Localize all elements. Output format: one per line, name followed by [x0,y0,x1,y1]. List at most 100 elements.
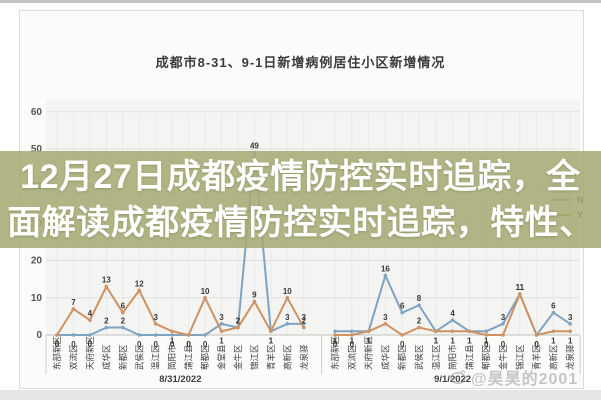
y-tick-label: 0 [36,330,42,341]
data-label: 3 [383,313,388,322]
x-category-label: 简阳市 [167,344,177,370]
data-point [153,322,158,326]
data-label: 1 [568,336,573,345]
x-category-label: 天府新区 [364,335,374,370]
data-label: 6 [400,302,405,311]
y-tick-label: 20 [31,256,43,267]
data-label: 0 [71,340,76,349]
data-point [450,329,455,334]
series-line-Y [56,285,305,336]
data-label: 1 [333,336,338,345]
data-label: 3 [285,313,290,322]
data-label: 16 [381,264,390,273]
x-category-label: 温江区 [431,344,441,370]
data-point [350,333,354,337]
data-point [350,329,354,334]
data-label: 1 [467,336,472,345]
data-label: 0 [88,340,93,349]
x-category-label: 新都区 [397,344,407,370]
data-label: 1 [269,336,274,345]
data-label: 3 [501,313,506,322]
data-point [400,310,405,315]
data-point [236,325,240,330]
x-category-label: 武侯区 [134,344,144,370]
data-point [568,322,572,326]
x-category-label: 新都区 [118,344,128,370]
data-label: 1 [450,336,455,345]
data-point [467,329,472,334]
data-point [285,322,290,326]
data-label: 2 [417,317,422,326]
x-category-label: 金堂县 [217,344,227,370]
x-category-label: 郫都区 [481,344,491,370]
data-point [252,299,257,304]
data-label: 11 [516,283,525,292]
data-point [88,333,92,337]
data-label: 2 [121,317,126,326]
data-point [551,329,556,334]
data-point [71,307,76,311]
data-label: 0 [350,340,355,349]
data-label: 1 [467,336,472,345]
data-label: 7 [71,298,76,307]
data-point [568,329,572,334]
data-point [121,325,125,330]
data-point [285,296,290,300]
data-label: 0 [137,340,142,349]
data-label: 10 [283,287,292,296]
data-label: 6 [551,302,556,311]
data-label: 1 [269,336,274,345]
y-tick-label: 50 [31,144,43,155]
data-point [417,325,421,330]
data-label: 10 [201,287,210,296]
x-category-label: 青羊区 [532,344,542,370]
watermark: @昊昊的2001 [449,365,578,389]
data-point [137,333,142,337]
x-category-label: 高新区 [282,344,292,370]
data-point [170,329,174,334]
data-label: 6 [121,302,126,311]
data-label: 1 [219,336,224,345]
data-label: 3 [302,313,307,322]
weibo-icon [450,370,466,384]
data-label: 9 [252,291,257,300]
data-point [88,318,92,322]
data-label: 0 [534,340,539,349]
data-point [366,329,371,334]
y-tick-label: 10 [31,293,43,304]
data-point [104,325,109,330]
data-label: 0 [333,340,338,349]
data-point [484,329,489,334]
data-label: 1 [350,336,355,345]
data-label: 1 [366,336,371,345]
data-point [71,333,76,337]
data-point [153,333,158,337]
chart-title: 成都市8-31、9-1日新增病例居住小区新增情况 [155,55,446,70]
data-point [501,333,505,337]
data-point [203,333,207,337]
data-label: 2 [302,317,307,326]
x-category-label: 天府新区 [85,335,95,370]
x-category-label: 双流区 [68,344,78,370]
data-point [534,333,539,337]
x-category-label: 金牛区 [233,344,243,370]
data-label: 1 [366,336,371,345]
x-category-label: 锦江区 [249,344,259,370]
data-label: 0 [501,340,506,349]
data-point [55,333,59,337]
data-label: 0 [186,340,191,349]
headline-overlay: 12月27日成都疫情防控实时追踪，全 面解读成都疫情防控实时追踪，特性、 [0,151,601,248]
data-point [203,296,207,300]
data-point [219,329,224,334]
x-category-label: 锦江区 [515,344,525,370]
data-label: 0 [484,340,489,349]
data-label: 0 [55,340,60,349]
data-label: 12 [135,279,144,288]
headline-line-2: 面解读成都疫情防控实时追踪，特性、 [7,203,594,242]
data-label: 1 [551,336,556,345]
data-label: 2 [104,317,109,326]
x-category-label: 青羊区 [266,344,276,370]
data-label: 0 [203,340,208,349]
data-point [518,292,522,296]
